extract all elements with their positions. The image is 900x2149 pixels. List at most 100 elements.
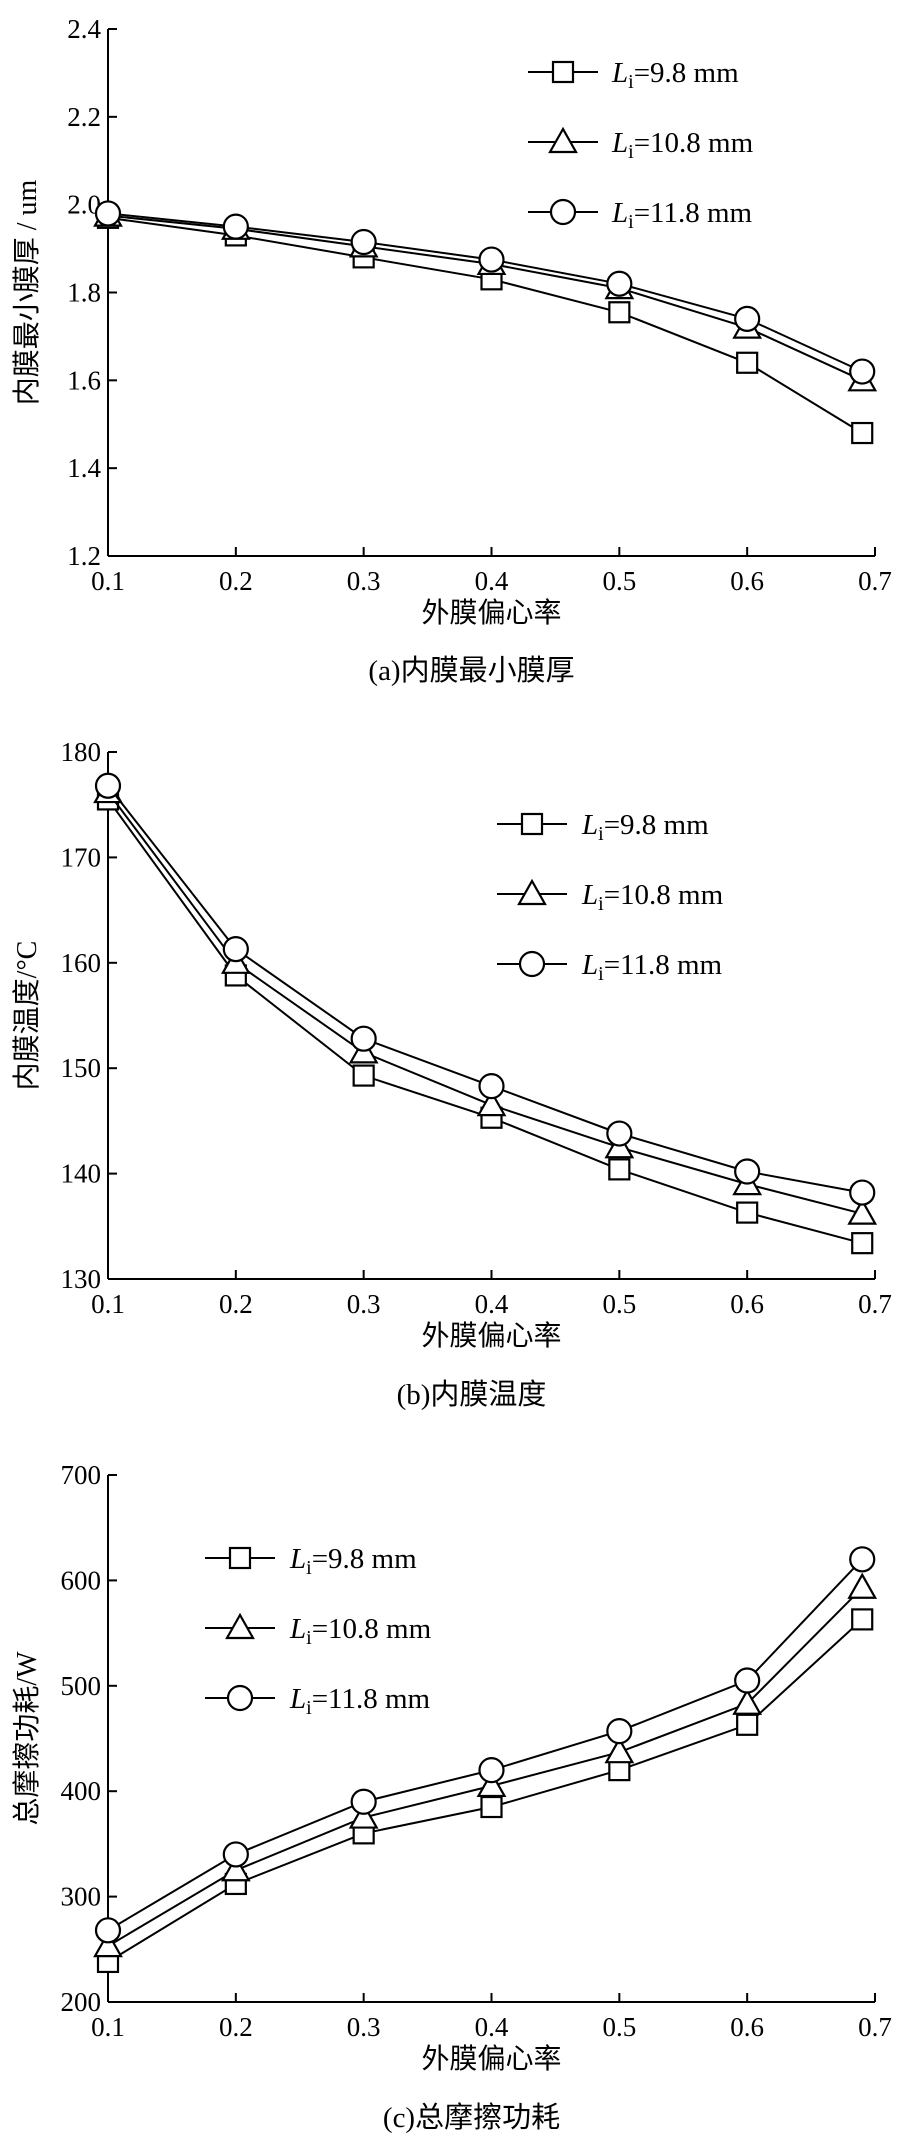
figure-caption: (c)总摩擦功耗 xyxy=(383,2101,560,2134)
legend-label: Li=10.8 mm xyxy=(289,1613,432,1649)
legend-marker xyxy=(517,878,547,906)
data-point xyxy=(352,1064,375,1087)
y-axis-title: 内膜温度/°C xyxy=(11,941,43,1091)
data-point xyxy=(350,1788,377,1815)
data-point xyxy=(732,1688,763,1715)
y-axis-title: 总摩擦功耗/W xyxy=(11,1651,43,1826)
data-point xyxy=(847,1572,878,1599)
series-line xyxy=(107,785,863,1194)
x-tick-label: 0.3 xyxy=(347,2012,381,2042)
y-tick-label: 1.4 xyxy=(67,453,101,483)
legend-entry: Li=9.8 mm xyxy=(528,57,739,93)
y-tick-label: 1.6 xyxy=(67,365,101,395)
y-tick-label: 300 xyxy=(61,1882,102,1912)
x-tick-label: 0.7 xyxy=(858,566,892,596)
legend-marker xyxy=(225,1612,255,1640)
x-tick-label: 0.3 xyxy=(347,566,381,596)
series-triangle xyxy=(93,776,878,1225)
data-point xyxy=(478,246,505,273)
legend-entry: Li=9.8 mm xyxy=(205,1543,417,1579)
data-point xyxy=(478,1757,505,1784)
data-point xyxy=(480,1795,503,1819)
data-point xyxy=(222,1841,249,1868)
legend-marker xyxy=(549,198,577,226)
data-point xyxy=(734,305,761,332)
data-point xyxy=(94,1917,122,1944)
legend-marker xyxy=(518,950,546,978)
data-point xyxy=(847,1198,878,1225)
chart-friction-power: 0.1 0.2 0.3 0.4 0.5 0.6 0.7 200 300 400 500 600 700 外… xyxy=(11,1460,892,2134)
data-point xyxy=(608,301,631,324)
x-tick-label: 0.3 xyxy=(347,1289,381,1319)
x-tick-label: 0.1 xyxy=(91,566,125,596)
series-triangle xyxy=(93,1572,878,1958)
series-square xyxy=(96,788,874,1255)
legend-marker xyxy=(228,1546,252,1570)
x-tick-label: 0.5 xyxy=(602,1289,636,1319)
chart-film-temperature: 0.1 0.2 0.3 0.4 0.5 0.6 0.7 130 140 150 160 170 180 外… xyxy=(11,737,892,1411)
y-tick-label: 140 xyxy=(61,1159,102,1189)
x-axis-title: 外膜偏心率 xyxy=(421,597,561,629)
data-point xyxy=(849,1179,876,1206)
data-point xyxy=(606,1718,633,1745)
data-point xyxy=(736,1713,759,1736)
y-tick-label: 700 xyxy=(61,1460,102,1490)
data-point xyxy=(606,1120,633,1147)
x-tick-label: 0.7 xyxy=(858,2012,892,2042)
y-tick-label: 150 xyxy=(61,1053,102,1083)
x-tick-label: 0.4 xyxy=(475,566,509,596)
series-circle xyxy=(94,200,876,385)
legend-entry: Li=10.8 mm xyxy=(528,126,754,163)
data-point xyxy=(606,270,633,297)
data-point xyxy=(849,358,876,385)
legend-entry: Li=10.8 mm xyxy=(205,1612,432,1649)
legend-label: Li=11.8 mm xyxy=(581,949,723,985)
data-point xyxy=(350,228,377,256)
x-tick-label: 0.2 xyxy=(219,1289,253,1319)
legend-marker xyxy=(226,1684,254,1712)
series-line xyxy=(107,791,863,1215)
legend-entry: Li=11.8 mm xyxy=(205,1683,431,1719)
data-point xyxy=(348,1802,379,1829)
data-point xyxy=(734,1158,761,1185)
x-tick-label: 0.4 xyxy=(475,1289,509,1319)
y-tick-label: 1.8 xyxy=(67,278,101,308)
x-axis-title: 外膜偏心率 xyxy=(421,1320,561,1352)
legend-marker xyxy=(548,126,578,154)
x-tick-label: 0.1 xyxy=(91,1289,125,1319)
y-axis-title: 内膜最小膜厚 / um xyxy=(11,180,43,406)
legend-entry: Li=10.8 mm xyxy=(497,878,724,915)
y-tick-label: 2.4 xyxy=(67,14,101,44)
data-point xyxy=(608,1158,631,1181)
data-point xyxy=(849,1546,876,1573)
data-point xyxy=(851,1608,874,1631)
legend-label: Li=9.8 mm xyxy=(581,809,709,845)
x-tick-label: 0.5 xyxy=(602,2012,636,2042)
x-tick-label: 0.2 xyxy=(219,566,253,596)
x-tick-label: 0.2 xyxy=(219,2012,253,2042)
data-point xyxy=(478,1073,505,1100)
data-point xyxy=(734,1667,761,1694)
x-tick-label: 0.1 xyxy=(91,2012,125,2042)
data-point xyxy=(851,421,874,445)
x-tick-label: 0.4 xyxy=(475,2012,509,2042)
legend-entry: Li=11.8 mm xyxy=(528,197,753,233)
y-tick-label: 600 xyxy=(61,1565,102,1595)
x-tick-label: 0.6 xyxy=(730,1289,764,1319)
legend-marker xyxy=(551,60,575,84)
data-point xyxy=(220,1855,251,1882)
legend-label: Li=10.8 mm xyxy=(611,127,754,163)
y-tick-label: 200 xyxy=(61,1987,102,2017)
y-tick-label: 2.2 xyxy=(67,102,101,132)
y-tick-label: 130 xyxy=(61,1264,102,1294)
legend-label: Li=11.8 mm xyxy=(611,197,753,233)
data-point xyxy=(222,213,249,240)
legend-label: Li=9.8 mm xyxy=(289,1543,417,1579)
data-point xyxy=(94,200,122,227)
x-tick-label: 0.5 xyxy=(602,566,636,596)
legend-entry: Li=11.8 mm xyxy=(497,949,723,985)
series-circle xyxy=(94,772,876,1206)
x-tick-label: 0.6 xyxy=(730,2012,764,2042)
legend-label: Li=11.8 mm xyxy=(289,1683,431,1719)
